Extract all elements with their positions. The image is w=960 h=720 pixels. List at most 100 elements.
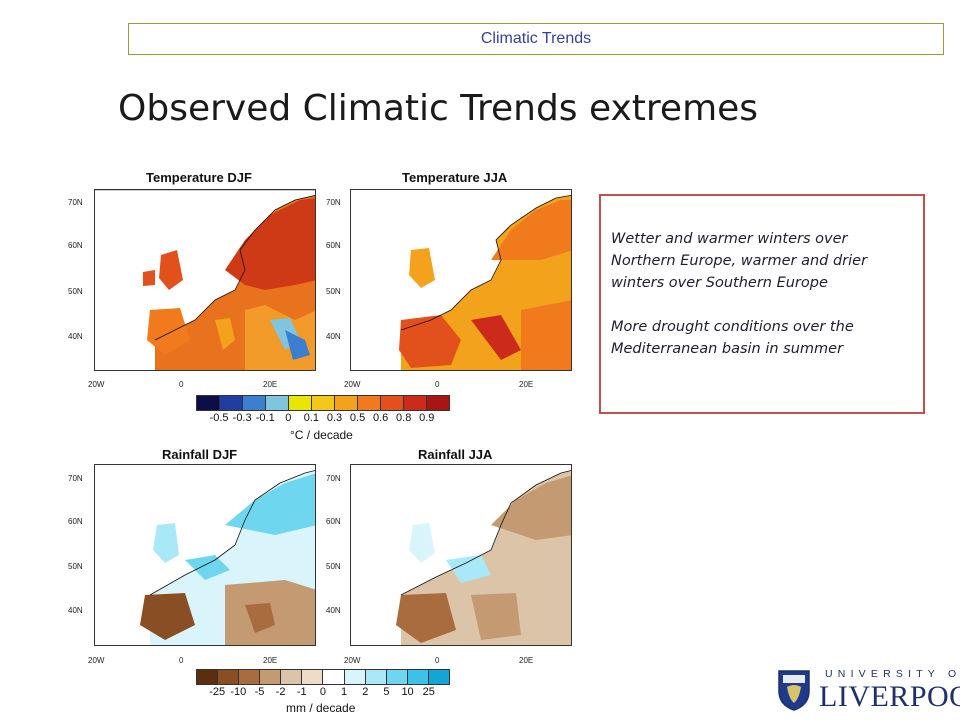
rainfall-colorbar-tick-label: 2 <box>362 686 369 698</box>
lon-label: 20W <box>88 380 105 389</box>
lon-label: 20E <box>519 656 534 665</box>
map-rainfall-djf-image <box>95 465 315 645</box>
rainfall-colorbar-swatch <box>407 670 429 684</box>
slide-title: Observed Climatic Trends extremes <box>118 88 759 129</box>
temperature-colorbar-swatch <box>404 396 427 410</box>
temperature-colorbar-swatch <box>289 396 312 410</box>
lat-label: 70N <box>68 198 83 207</box>
lon-label: 0 <box>179 380 184 389</box>
temperature-colorbar-swatch <box>335 396 358 410</box>
rainfall-colorbar-swatch <box>260 670 282 684</box>
map-title-temp-djf: Temperature DJF <box>146 170 252 185</box>
section-header: Climatic Trends <box>128 23 944 55</box>
map-title-temp-jja: Temperature JJA <box>402 170 508 185</box>
university-logo: UNIVERSITY OF LIVERPOOL <box>775 665 960 715</box>
temperature-colorbar-tick-label: 0.5 <box>349 412 366 424</box>
temperature-colorbar-swatch <box>266 396 289 410</box>
rainfall-colorbar-swatch <box>323 670 345 684</box>
map-title-rain-jja: Rainfall JJA <box>418 447 493 462</box>
lon-label: 20E <box>263 380 278 389</box>
rainfall-colorbar-tick-label: -1 <box>296 686 307 698</box>
rainfall-colorbar-swatch <box>344 670 366 684</box>
map-temperature-jja <box>350 189 572 371</box>
rainfall-colorbar-tick-label: -2 <box>275 686 286 698</box>
rainfall-colorbar-tick-label: -10 <box>230 686 247 698</box>
rainfall-colorbar-tick-label: 1 <box>341 686 348 698</box>
rainfall-colorbar-tick-label: 10 <box>401 686 414 698</box>
lat-label: 50N <box>326 287 341 296</box>
temperature-colorbar-tick-label: -0.1 <box>255 412 275 424</box>
temperature-colorbar-tick-label: 0.3 <box>326 412 343 424</box>
temperature-colorbar-swatch <box>197 396 220 410</box>
temperature-colorbar-tick-label: 0.6 <box>372 412 389 424</box>
temperature-colorbar-unit: °C / decade <box>290 428 353 442</box>
rainfall-colorbar-tick-label: -5 <box>254 686 265 698</box>
lat-label: 70N <box>326 198 341 207</box>
temperature-colorbar-swatch <box>358 396 381 410</box>
temperature-colorbar-swatch <box>312 396 335 410</box>
lat-label: 70N <box>326 474 341 483</box>
lat-label: 40N <box>326 606 341 615</box>
temperature-colorbar-tick-label: 0.1 <box>303 412 320 424</box>
temperature-colorbar-tick-label: -0.5 <box>209 412 229 424</box>
lon-label: 20W <box>344 656 361 665</box>
lat-label: 40N <box>326 332 341 341</box>
temperature-colorbar-swatch <box>243 396 266 410</box>
lon-label: 20W <box>88 656 105 665</box>
section-header-label: Climatic Trends <box>480 30 592 47</box>
map-rainfall-jja-image <box>351 465 571 645</box>
map-temperature-djf-image <box>95 190 315 370</box>
rainfall-colorbar-tick-label: 0 <box>319 686 326 698</box>
rainfall-colorbar-swatch <box>281 670 303 684</box>
rainfall-colorbar-swatch <box>428 670 449 684</box>
rainfall-colorbar-swatch <box>218 670 240 684</box>
rainfall-colorbar-swatch <box>386 670 408 684</box>
rainfall-colorbar-ticks: -25 -10 -5 -2 -1 0 1 2 5 10 25 <box>196 686 461 698</box>
note-paragraph-summer: More drought conditions over the Mediter… <box>611 319 854 357</box>
temperature-colorbar-swatch <box>381 396 404 410</box>
rainfall-colorbar <box>196 669 450 685</box>
rainfall-colorbar-tick-label: 25 <box>422 686 435 698</box>
map-temperature-djf <box>94 189 316 371</box>
temperature-colorbar-tick-label: 0 <box>285 412 292 424</box>
university-shield-icon <box>778 670 810 711</box>
logo-top-text: UNIVERSITY OF <box>825 668 960 680</box>
lat-label: 50N <box>68 287 83 296</box>
rainfall-colorbar-tick-label: 5 <box>383 686 390 698</box>
lon-label: 0 <box>179 656 184 665</box>
lat-label: 70N <box>68 474 83 483</box>
rainfall-colorbar-swatch <box>302 670 324 684</box>
lat-label: 60N <box>326 517 341 526</box>
map-temperature-jja-image <box>351 190 571 370</box>
temperature-colorbar-tick-label: -0.3 <box>232 412 252 424</box>
lon-label: 20E <box>519 380 534 389</box>
lon-label: 20E <box>263 656 278 665</box>
map-rainfall-djf <box>94 464 316 646</box>
temperature-colorbar-tick-label: 0.9 <box>419 412 435 424</box>
rainfall-colorbar-swatch <box>197 670 219 684</box>
map-rainfall-jja <box>350 464 572 646</box>
temperature-colorbar-swatch <box>427 396 449 410</box>
lat-label: 60N <box>68 517 83 526</box>
temperature-colorbar <box>196 395 450 411</box>
lat-label: 40N <box>68 606 83 615</box>
lon-label: 0 <box>435 656 440 665</box>
lat-label: 60N <box>326 241 341 250</box>
map-title-rain-djf: Rainfall DJF <box>162 447 238 462</box>
rainfall-colorbar-swatch <box>365 670 387 684</box>
lat-label: 40N <box>68 332 83 341</box>
notes-box: Wetter and warmer winters over Northern … <box>599 194 925 414</box>
lat-label: 60N <box>68 241 83 250</box>
note-paragraph-winter: Wetter and warmer winters over Northern … <box>611 231 868 291</box>
temperature-colorbar-ticks: -0.5 -0.3 -0.1 0 0.1 0.3 0.5 0.6 0.8 0.9 <box>196 412 462 424</box>
lon-label: 20W <box>344 380 361 389</box>
logo-main-text: LIVERPOOL <box>819 680 960 713</box>
rainfall-colorbar-tick-label: -25 <box>209 686 226 698</box>
temperature-colorbar-swatch <box>220 396 243 410</box>
lat-label: 50N <box>68 562 83 571</box>
temperature-colorbar-tick-label: 0.8 <box>396 412 412 424</box>
rainfall-colorbar-unit: mm / decade <box>286 701 356 715</box>
rainfall-colorbar-swatch <box>239 670 261 684</box>
lat-label: 50N <box>326 562 341 571</box>
lon-label: 0 <box>435 380 440 389</box>
